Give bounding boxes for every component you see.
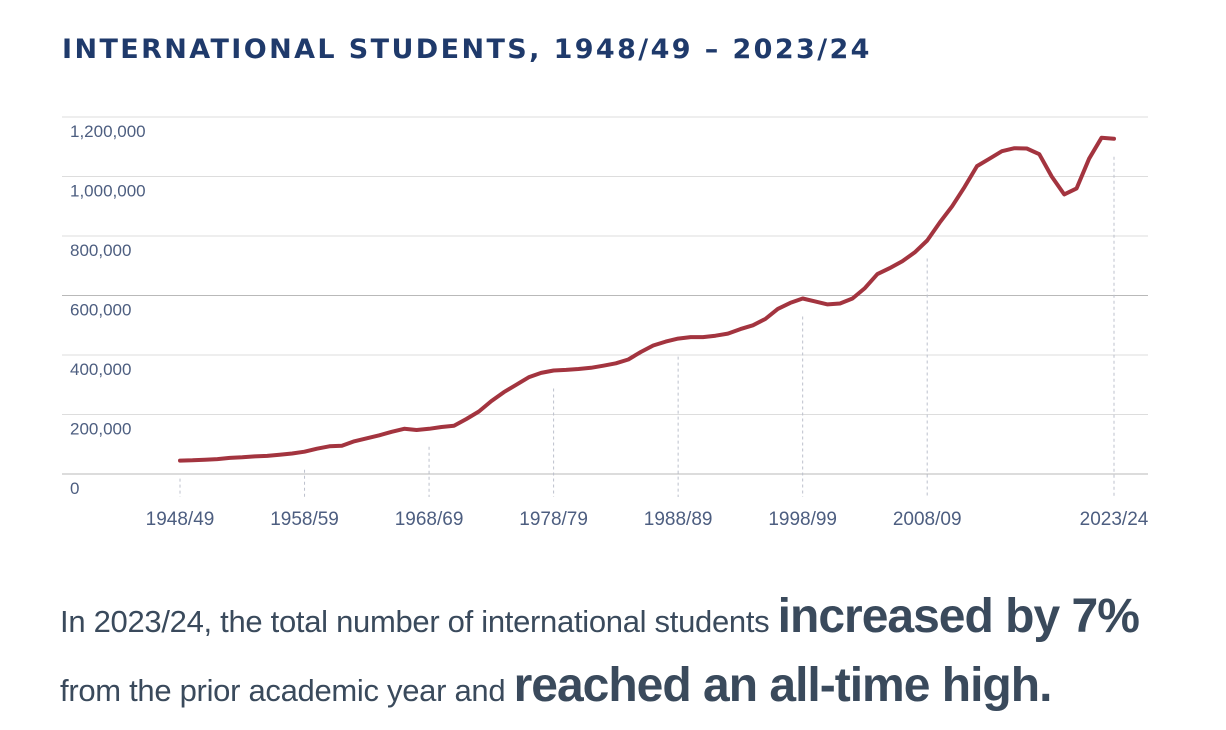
gridlines	[62, 116, 1148, 475]
y-tick-label: 1,000,000	[70, 182, 146, 201]
y-tick-label: 400,000	[70, 360, 131, 379]
y-tick-label: 800,000	[70, 241, 131, 260]
y-tick-label: 200,000	[70, 420, 131, 439]
caption-highlight-1: increased by 7%	[777, 590, 1140, 643]
x-tick-label: 1998/99	[768, 509, 837, 530]
x-tick-label: 1948/49	[146, 509, 215, 530]
x-guide-lines	[179, 156, 1115, 497]
x-tick-label: 2023/24	[1080, 509, 1149, 530]
caption-highlight-2: reached an all-time high.	[513, 659, 1053, 712]
x-tick-label: 1968/69	[395, 509, 464, 530]
y-tick-label: 600,000	[70, 301, 131, 320]
x-tick-label: 1978/79	[519, 509, 588, 530]
x-tick-label: 1958/59	[270, 509, 339, 530]
caption: In 2023/24, the total number of internat…	[60, 588, 1200, 726]
y-tick-label: 1,200,000	[70, 122, 146, 141]
y-axis-ticks: 0 200,000 400,000 600,000 800,000 1,000,000 1,…	[70, 122, 146, 498]
x-tick-label: 1988/89	[644, 509, 713, 530]
line-chart: 0 200,000 400,000 600,000 800,000 1,000,000 1,…	[62, 116, 1149, 530]
x-tick-label: 2008/09	[893, 509, 962, 530]
chart-title: INTERNATIONAL STUDENTS, 1948/49 – 2023/2…	[62, 34, 872, 65]
y-tick-label: 0	[70, 479, 79, 498]
x-axis-ticks: 1948/49 1958/59 1968/69 1978/79 1988/89 1998/…	[146, 509, 1149, 530]
caption-text-2: from the prior academic year and	[60, 673, 514, 708]
caption-text-1: In 2023/24, the total number of internat…	[60, 604, 778, 639]
series-line-international-students	[178, 135, 1116, 463]
